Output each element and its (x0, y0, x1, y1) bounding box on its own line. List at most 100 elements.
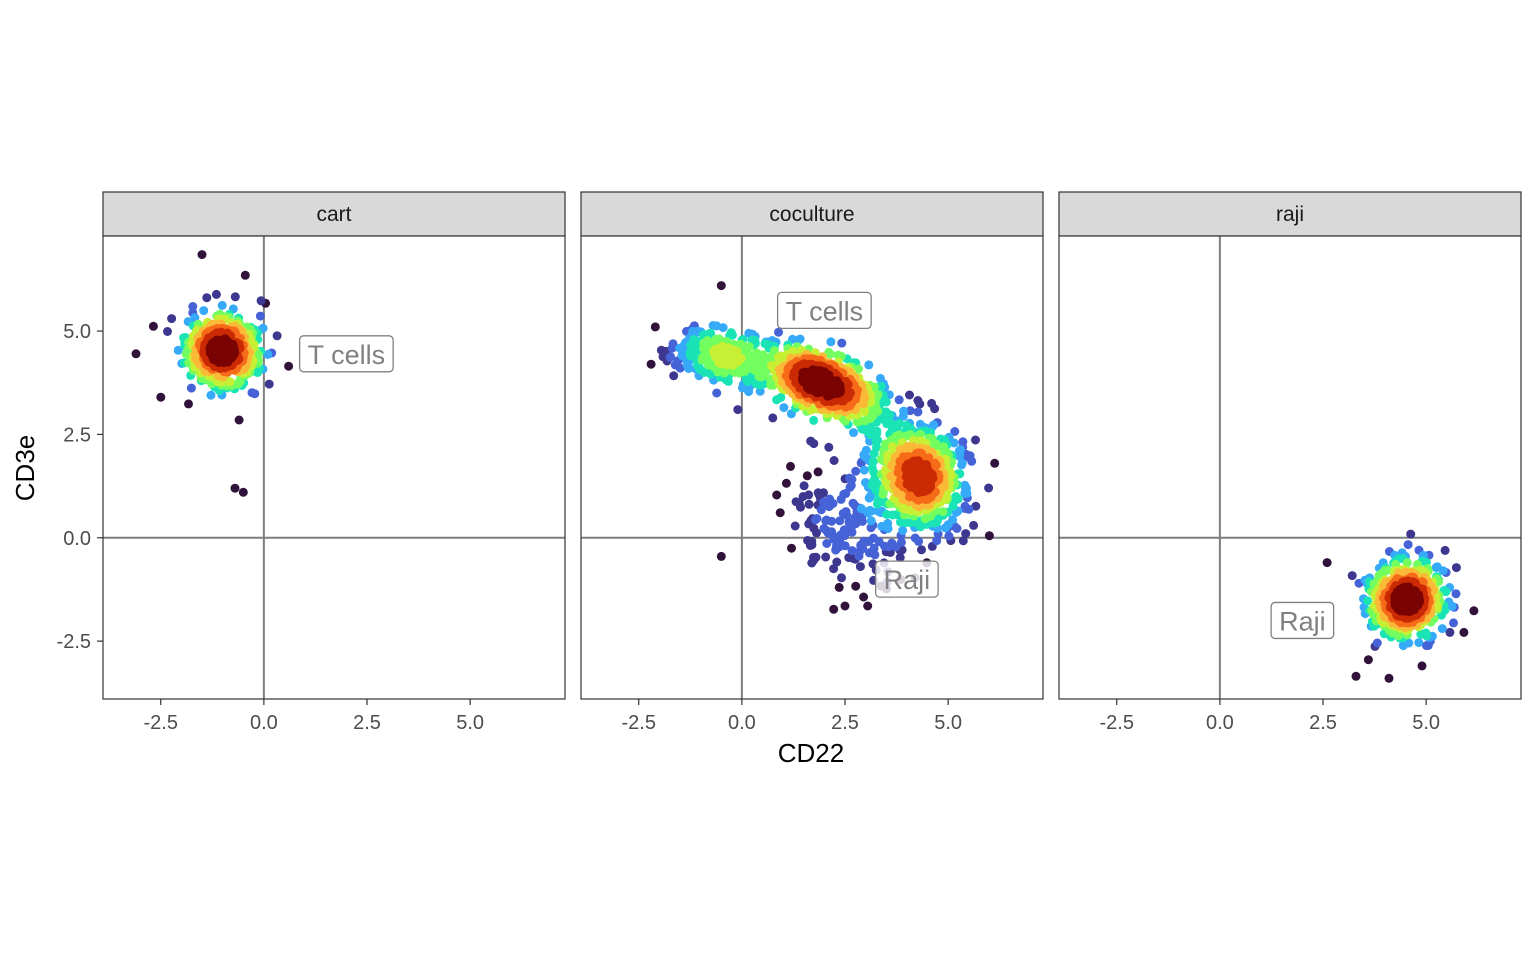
data-point (206, 390, 216, 400)
data-point (905, 390, 914, 400)
data-point (898, 411, 908, 421)
y-tick-label: 5.0 (63, 321, 91, 343)
data-point (1437, 624, 1447, 634)
data-point (722, 350, 732, 360)
data-point (834, 582, 844, 592)
data-point (1403, 540, 1413, 550)
x-tick-label: -2.5 (144, 712, 178, 734)
data-point (854, 364, 863, 374)
data-point (961, 529, 971, 539)
data-point (950, 427, 960, 436)
facet-strip-label: coculture (769, 203, 854, 226)
data-point (1449, 618, 1458, 628)
facet-strip (102, 191, 566, 237)
x-tick-label: 2.5 (1309, 712, 1337, 734)
data-point (650, 322, 660, 332)
data-point (872, 479, 882, 489)
data-point (894, 395, 904, 405)
data-point (990, 458, 1000, 468)
data-point (131, 349, 141, 359)
data-point (847, 546, 857, 556)
data-point (816, 505, 826, 515)
data-point (829, 604, 839, 614)
data-point (1416, 629, 1426, 639)
data-point (1384, 673, 1394, 683)
data-point (796, 502, 805, 512)
x-tick-label: -2.5 (1100, 712, 1134, 734)
data-point (264, 379, 274, 389)
data-point (230, 483, 240, 493)
data-point (779, 403, 789, 413)
data-point (156, 392, 166, 402)
data-point (148, 321, 158, 331)
data-point (774, 327, 783, 337)
data-point (887, 538, 897, 548)
data-point (284, 361, 294, 371)
data-point (247, 388, 257, 398)
data-point (202, 293, 212, 303)
data-point (861, 445, 871, 455)
x-tick-label: 5.0 (456, 712, 484, 734)
data-point (825, 349, 835, 359)
data-point (775, 508, 785, 518)
data-point (971, 435, 980, 445)
panels-layer: cart-2.5 0.0 2.5 5.0-2.50.02.55.0T cellscoc… (57, 191, 1522, 734)
data-point (869, 533, 878, 543)
data-point (812, 514, 822, 523)
data-point (822, 539, 832, 548)
x-tick-label: 5.0 (934, 712, 962, 734)
data-point (197, 250, 207, 260)
cluster-label-text: Raji (1279, 606, 1326, 636)
data-point (199, 306, 209, 316)
data-point (802, 471, 812, 481)
data-point (872, 426, 882, 436)
data-point (666, 352, 676, 362)
cluster-label-text: T cells (786, 296, 864, 326)
data-point (1417, 661, 1427, 671)
x-axis-title: CD22 (778, 738, 844, 768)
points-group (131, 250, 294, 497)
data-point (895, 553, 905, 563)
data-point (898, 526, 908, 535)
x-tick-label: 0.0 (1206, 712, 1234, 734)
data-point (868, 457, 878, 467)
data-point (869, 543, 879, 553)
cluster-label: T cells (776, 291, 872, 330)
cluster-label-text: T cells (308, 340, 386, 370)
data-point (824, 502, 834, 512)
data-point (1347, 571, 1357, 581)
data-point (957, 460, 967, 470)
data-point (218, 345, 228, 354)
data-point (938, 507, 948, 517)
data-point (799, 481, 809, 491)
data-point (807, 536, 817, 546)
y-tick-label: -2.5 (57, 631, 91, 653)
data-point (984, 531, 994, 541)
data-point (163, 327, 172, 336)
data-point (786, 461, 795, 471)
data-point (913, 407, 923, 417)
data-point (1406, 529, 1416, 539)
data-point (836, 494, 846, 504)
panel-border (580, 235, 1044, 700)
data-point (675, 363, 685, 373)
y-tick-label: 0.0 (63, 528, 91, 550)
data-point (960, 480, 970, 490)
data-point (954, 451, 964, 461)
data-point (866, 516, 876, 526)
data-point (240, 270, 250, 280)
data-point (772, 490, 782, 500)
data-point (712, 388, 722, 398)
data-point (1404, 638, 1414, 648)
data-point (716, 281, 726, 291)
data-point (255, 311, 265, 321)
data-point (186, 383, 196, 393)
data-point (833, 350, 843, 360)
cluster-label: Raji (874, 560, 939, 598)
data-point (851, 466, 861, 476)
data-point (844, 553, 854, 563)
data-point (896, 537, 906, 547)
data-point (1372, 638, 1382, 648)
data-point (1402, 558, 1412, 568)
